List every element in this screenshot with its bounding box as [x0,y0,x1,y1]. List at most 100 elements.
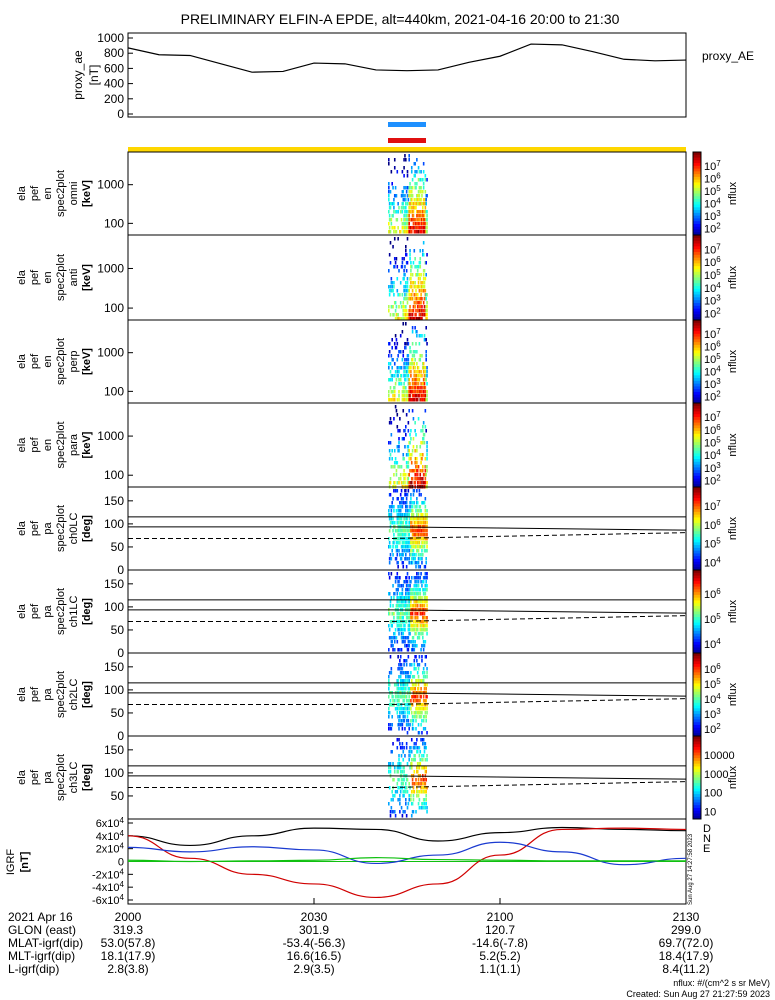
spectrogram-pixel [419,679,422,683]
spectrogram-pixel [421,604,423,608]
spectrogram-pixel [405,489,407,493]
spectrogram-pixel [396,545,399,549]
colorbar-step [693,630,701,635]
panel-ytick-label: 0 [117,646,124,660]
spectrogram-pixel [426,754,428,758]
spectrogram-pixel [400,374,403,378]
spectrogram-pixel [420,790,422,794]
spectrogram-pixel [393,636,395,640]
colorbar-label: nflux [727,682,739,706]
spectrogram-pixel [406,545,409,549]
spectrogram-pixel [403,226,405,230]
ae-ytick-label: 600 [104,61,124,75]
spectrogram-pixel [415,596,417,600]
spectrogram-pixel [424,537,427,541]
xaxis-row-label: GLON (east) [8,923,76,937]
colorbar-step [693,556,701,560]
spectrogram-pixel [394,301,397,305]
spectrogram-pixel [416,624,419,628]
colorbar-step [693,419,701,424]
spectrogram-pixel [401,437,404,441]
spectrogram-pixel [392,798,394,802]
spectrogram-pixel [416,711,419,715]
spectrogram-pixel [403,766,405,770]
spectrogram-pixel [388,541,391,545]
colorbar-step [693,447,701,452]
spectrogram-pixel [398,604,400,608]
spectrogram-pixel [423,703,426,707]
spectrogram-pixel [414,584,416,588]
spectrogram-pixel [404,386,406,390]
spectrogram-pixel [417,222,420,226]
spectrogram-pixel [422,671,424,675]
spectrogram-pixel [405,346,407,350]
spectrogram-pixel [404,222,406,226]
spectrogram-pixel [399,663,401,667]
spectrogram-pixel [417,529,420,533]
spectrogram-pixel [394,790,397,794]
spectrogram-pixel [404,445,406,449]
spectrogram-pixel [397,449,399,453]
spectrogram-pixel [408,588,410,592]
spectrogram-pixel [410,477,413,481]
spectrogram-pixel [407,394,410,398]
colorbar-step [693,212,701,217]
xaxis-value-label: 299.0 [671,923,701,937]
spectrogram-pixel [405,342,407,346]
spectrogram-pixel [416,273,418,277]
spectrogram-pixel [408,624,410,628]
colorbar-tick-label: 107 [704,499,721,513]
spectrogram-pixel [420,711,422,715]
spectrogram-pixel [391,644,393,648]
spectrogram-pixel [422,679,425,683]
spectrogram-pixel [391,715,393,719]
spectrogram-pixel [415,342,417,346]
spectrogram-pixel [424,477,427,481]
spectrogram-pixel [405,636,407,640]
spectrogram-pixel [425,202,427,206]
spectrogram-pixel [421,758,423,762]
spectrogram-pixel [405,703,407,707]
spectrogram-pixel [425,326,427,330]
spectrogram-pixel [406,580,409,584]
spectrogram-pixel [396,358,399,362]
spectrogram-pixel [405,269,408,273]
colorbar-tick-label: 107 [704,327,721,341]
colorbar-step [693,755,701,759]
spectrogram-pixel [415,537,417,541]
spectrogram-pixel [405,596,407,600]
spectrogram-pixel [410,707,412,711]
spectrogram-pixel [412,222,415,226]
spectrogram-pixel [411,186,414,190]
spectrogram-pixel [405,663,408,667]
spectrogram-pixel [413,370,416,374]
spectrogram-pixel [403,230,405,234]
spectrogram-pixel [397,509,399,513]
spectrogram-pixel [403,386,405,390]
spectrogram-pixel [424,370,427,374]
colorbar-step [693,252,701,256]
spectrogram-pixel [418,588,421,592]
spectrogram-pixel [408,226,410,230]
spectrogram-pixel [396,592,399,596]
spectrogram-pixel [413,162,416,166]
spectrogram-pixel [416,477,418,481]
spectrogram-pixel [405,719,408,723]
spectrogram-pixel [390,289,393,293]
spectrogram-pixel [415,727,417,731]
spectrogram-pixel [422,390,425,394]
colorbar-step [693,744,701,748]
spectrogram-pixel [388,394,390,398]
colorbar-step [693,339,701,343]
spectrogram-pixel [392,545,394,549]
spectrogram-pixel [425,695,427,699]
spectrogram-pixel [401,770,404,774]
spectrogram-pixel [388,158,390,162]
spectrogram-pixel [415,394,417,398]
colorbar-step [693,450,701,454]
colorbar-step [693,517,701,521]
spectrogram-pixel [405,309,408,313]
spectrogram-pixel [394,580,397,584]
panel-ylabel-line: pef [29,436,41,452]
spectrogram-pixel [405,413,408,417]
